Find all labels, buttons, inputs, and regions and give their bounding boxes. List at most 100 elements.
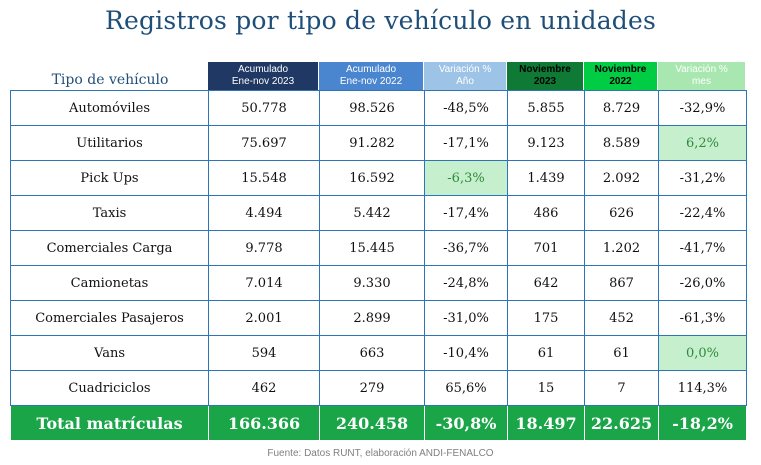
total-value-cell: -18,2% [658,405,747,441]
value-cell: 9.778 [208,230,320,266]
col-header-line2: mes [692,76,711,87]
vehicle-type-cell: Vans [10,335,209,371]
col-header-line1: Noviembre [594,64,647,75]
col-header-variacion-ano: Variación % Año [424,62,506,90]
table-row: Automóviles 50.778 98.526 -48,5% 5.855 8.729-… [10,90,747,126]
value-cell: 16.592 [319,160,425,196]
value-cell: 15 [507,370,585,406]
table-row: Pick Ups 15.548 16.592 -6,3% 1.439 2.092 -31,2… [10,160,747,196]
value-cell: 4.494 [208,195,320,231]
col-header-variacion-mes: Variación % mes [658,62,745,90]
vehicle-type-cell: Taxis [10,195,209,231]
value-cell: 594 [208,335,320,371]
col-header-line2: Año [456,76,474,87]
value-cell: 65,6% [424,370,508,406]
col-header-line2: 2023 [533,76,557,87]
total-value-cell: -30,8% [424,405,508,441]
vehicle-type-cell: Camionetas [10,265,209,301]
value-cell: 7 [584,370,659,406]
value-cell: -10,4% [424,335,508,371]
col-header-line1: Variación % [675,64,728,75]
value-cell: 486 [507,195,585,231]
total-row: Total matrículas 166.366 240.458 -30,8% 18.4… [10,405,747,441]
value-cell: -26,0% [658,265,747,301]
value-cell: -24,8% [424,265,508,301]
value-cell: 279 [319,370,425,406]
vehicle-registrations-table: Automóviles 50.778 98.526 -48,5% 5.855 8.729-… [10,90,747,441]
total-value-cell: 22.625 [584,405,659,441]
value-cell: -17,4% [424,195,508,231]
total-value-cell: 240.458 [319,405,425,441]
col-header-noviembre-2023: Noviembre 2023 [507,62,583,90]
value-cell: 50.778 [208,90,320,126]
value-cell: 7.014 [208,265,320,301]
value-cell: 114,3% [658,370,747,406]
source-note: Fuente: Datos RUNT, elaboración ANDI-FEN… [267,448,494,459]
value-cell: 663 [319,335,425,371]
vehicle-type-cell: Automóviles [10,90,209,126]
col-header-noviembre-2022: Noviembre 2022 [584,62,657,90]
value-cell: 867 [584,265,659,301]
value-cell: 9.123 [507,125,585,161]
value-cell: 15.445 [319,230,425,266]
value-cell: 5.442 [319,195,425,231]
value-cell: 626 [584,195,659,231]
col-header-line2: 2022 [609,76,632,87]
value-cell: -31,0% [424,300,508,336]
col-header-line2: Ene-nov 2023 [231,76,295,87]
value-cell: 98.526 [319,90,425,126]
total-label: Total matrículas [10,405,209,441]
value-cell: 2.899 [319,300,425,336]
value-cell: 61 [584,335,659,371]
table-row: Utilitarios 75.697 91.282 -17,1% 9.123 8.589 6… [10,125,747,161]
value-cell: 2.092 [584,160,659,196]
col-header-line1: Acumulado [345,64,397,75]
col-header-acumulado-2022: Acumulado Ene-nov 2022 [319,62,423,90]
col-header-line1: Variación % [438,64,492,75]
value-cell: 701 [507,230,585,266]
value-cell: -36,7% [424,230,508,266]
value-cell: -61,3% [658,300,747,336]
vehicle-type-cell: Cuadriciclos [10,370,209,406]
vehicle-type-cell: Utilitarios [10,125,209,161]
value-cell: -6,3% [424,160,508,196]
col-header-line1: Noviembre [519,64,571,75]
row-header-label: Tipo de vehículo [51,72,169,88]
value-cell: 8.729 [584,90,659,126]
value-cell: -32,9% [658,90,747,126]
vehicle-type-cell: Comerciales Carga [10,230,209,266]
vehicle-type-cell: Pick Ups [10,160,209,196]
value-cell: 1.439 [507,160,585,196]
value-cell: -22,4% [658,195,747,231]
value-cell: -48,5% [424,90,508,126]
total-value-cell: 18.497 [507,405,585,441]
col-header-acumulado-2023: Acumulado Ene-nov 2023 [208,62,318,90]
table-row: Taxis 4.494 5.442 -17,4% 486 626 -22,4% [10,195,747,231]
value-cell: 175 [507,300,585,336]
value-cell: 61 [507,335,585,371]
col-header-line1: Acumulado [237,64,289,75]
value-cell: 642 [507,265,585,301]
value-cell: 6,2% [658,125,747,161]
vehicle-type-cell: Comerciales Pasajeros [10,300,209,336]
page-title: Registros por tipo de vehículo en unidad… [104,6,657,35]
table-row: Cuadriciclos 462 279 65,6% 15 7 114,3% [10,370,747,406]
value-cell: 452 [584,300,659,336]
table-row: Comerciales Pasajeros 2.001 2.899 -31,0% 175… [10,300,747,336]
value-cell: 5.855 [507,90,585,126]
value-cell: 9.330 [319,265,425,301]
table-row: Vans 594 663 -10,4% 61 61 0,0% [10,335,747,371]
value-cell: -17,1% [424,125,508,161]
table-row: Camionetas 7.014 9.330 -24,8% 642 867 -26,0% [10,265,747,301]
value-cell: 1.202 [584,230,659,266]
table-row: Comerciales Carga 9.778 15.445 -36,7% 701 1.2… [10,230,747,266]
value-cell: 15.548 [208,160,320,196]
value-cell: -41,7% [658,230,747,266]
value-cell: 91.282 [319,125,425,161]
col-header-line2: Ene-nov 2022 [339,76,403,87]
value-cell: -31,2% [658,160,747,196]
value-cell: 462 [208,370,320,406]
value-cell: 2.001 [208,300,320,336]
value-cell: 0,0% [658,335,747,371]
value-cell: 75.697 [208,125,320,161]
